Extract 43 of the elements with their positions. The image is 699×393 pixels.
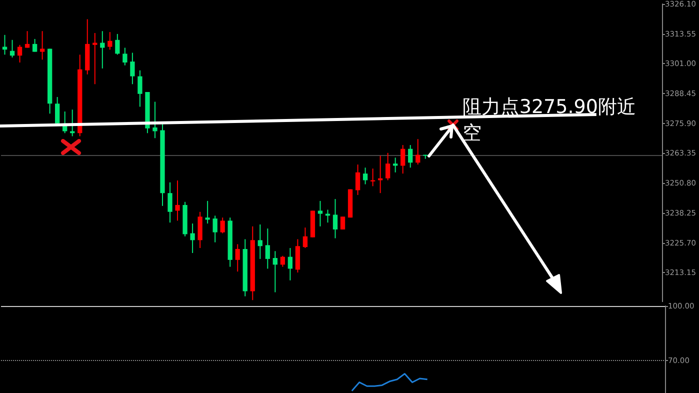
candlestick [318, 200, 323, 227]
candlestick [130, 52, 135, 85]
candlestick [212, 215, 218, 243]
candlestick [258, 224, 262, 260]
candlestick [370, 168, 376, 187]
candlestick [100, 30, 105, 69]
candlestick [340, 216, 346, 230]
candlestick [205, 200, 210, 224]
candlestick [198, 211, 202, 249]
candlestick [115, 33, 120, 56]
candlestick [122, 47, 128, 66]
candlestick [40, 30, 45, 60]
candlestick [24, 30, 30, 48]
candlestick [288, 248, 293, 281]
candlestick [220, 217, 225, 234]
candlestick [362, 167, 368, 185]
candlestick [272, 250, 278, 293]
annotation: 阻力点3275.90附近空 [462, 95, 637, 146]
candlestick [175, 180, 180, 222]
candlestick [55, 96, 60, 126]
candlestick [295, 238, 300, 274]
candlestick [152, 101, 158, 139]
candlestick [70, 109, 75, 137]
candlestick [92, 32, 98, 85]
candlestick [108, 32, 112, 50]
candlestick [265, 228, 270, 270]
candlestick [386, 152, 390, 181]
line-series [351, 373, 428, 392]
candlestick [416, 138, 420, 166]
candlestick [355, 164, 360, 196]
candlestick [17, 44, 22, 64]
candlestick [138, 70, 142, 108]
candlestick [393, 157, 398, 173]
candlestick [32, 38, 38, 52]
candlestick [168, 182, 172, 224]
candlestick [302, 227, 308, 249]
candlestick [400, 144, 406, 174]
candlestick [280, 255, 285, 268]
candlestick [235, 244, 240, 272]
candlestick [408, 144, 413, 168]
candlestick [190, 223, 195, 254]
candlestick [10, 39, 15, 58]
candlestick [332, 198, 338, 239]
